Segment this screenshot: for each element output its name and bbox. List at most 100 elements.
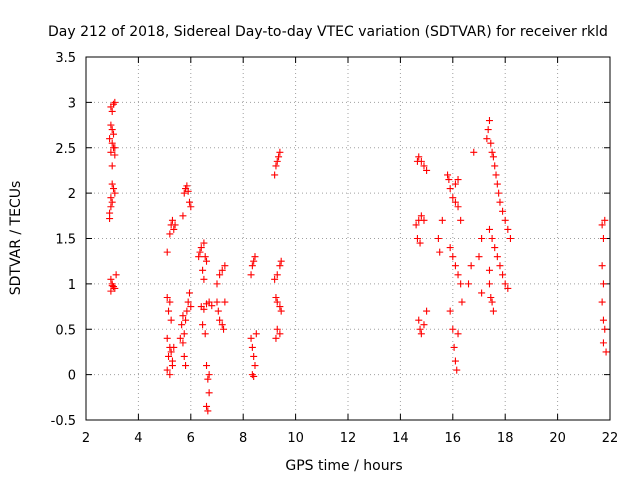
- data-point: [205, 298, 213, 306]
- data-point: [504, 284, 512, 292]
- data-point: [106, 215, 114, 223]
- data-point: [276, 330, 284, 338]
- data-point: [163, 334, 171, 342]
- data-point: [493, 253, 501, 261]
- data-point: [112, 271, 120, 279]
- data-point: [496, 262, 504, 270]
- data-point: [106, 135, 114, 143]
- data-point: [218, 266, 226, 274]
- data-point: [187, 203, 195, 211]
- data-point: [185, 289, 193, 297]
- y-tick-label: 2.5: [55, 142, 76, 157]
- data-point: [273, 298, 281, 306]
- data-point: [491, 244, 499, 252]
- data-point: [416, 325, 424, 333]
- data-point: [250, 352, 258, 360]
- data-point: [276, 148, 284, 156]
- data-point: [499, 271, 507, 279]
- data-point: [465, 280, 473, 288]
- data-point: [446, 185, 454, 193]
- data-point: [420, 321, 428, 329]
- data-point: [601, 325, 609, 333]
- data-point: [182, 362, 190, 370]
- data-point: [108, 126, 116, 134]
- y-tick-label: 1.5: [55, 233, 76, 248]
- data-point: [247, 334, 255, 342]
- data-point: [163, 293, 171, 301]
- data-point: [417, 330, 425, 338]
- data-point: [214, 307, 222, 315]
- data-point: [454, 203, 462, 211]
- plot-frame: [85, 56, 611, 421]
- data-point: [491, 162, 499, 170]
- data-point: [454, 271, 462, 279]
- data-point: [208, 302, 216, 310]
- y-tick-labels: -0.5 0 0.5 1 1.5 2 2.5 3 3.5: [51, 51, 76, 429]
- data-point: [108, 139, 116, 147]
- data-point: [601, 216, 609, 224]
- data-point: [203, 257, 211, 265]
- data-point: [602, 348, 610, 356]
- data-point: [420, 216, 428, 224]
- data-point: [484, 126, 492, 134]
- data-point: [488, 298, 496, 306]
- data-point: [489, 153, 497, 161]
- data-point: [276, 303, 284, 311]
- data-point: [415, 153, 423, 161]
- data-point: [108, 180, 116, 188]
- data-point: [185, 198, 193, 206]
- data-point: [213, 280, 221, 288]
- data-point: [248, 343, 256, 351]
- data-point: [423, 166, 431, 174]
- data-point: [449, 325, 457, 333]
- data-point: [467, 262, 475, 270]
- data-point: [446, 244, 454, 252]
- data-point: [165, 352, 173, 360]
- data-point: [454, 176, 462, 184]
- data-point: [451, 180, 459, 188]
- data-point: [110, 185, 118, 193]
- data-point: [216, 271, 224, 279]
- data-point: [275, 153, 283, 161]
- data-point: [501, 280, 509, 288]
- data-point: [176, 334, 184, 342]
- data-point: [180, 189, 188, 197]
- data-point: [199, 266, 207, 274]
- data-point: [216, 316, 224, 324]
- data-point: [485, 225, 493, 233]
- data-point: [273, 271, 281, 279]
- data-points: [106, 98, 610, 415]
- y-tick-label: 2: [68, 187, 76, 202]
- data-point: [454, 330, 462, 338]
- data-point: [449, 253, 457, 261]
- x-tick-label: 4: [134, 431, 142, 446]
- data-point: [598, 298, 606, 306]
- data-point: [436, 248, 444, 256]
- data-point: [485, 117, 493, 125]
- data-point: [450, 343, 458, 351]
- data-point: [183, 307, 191, 315]
- data-point: [171, 221, 179, 229]
- data-point: [204, 407, 212, 415]
- data-point: [187, 303, 195, 311]
- data-point: [170, 225, 178, 233]
- data-point: [179, 312, 187, 320]
- data-point: [110, 144, 118, 152]
- data-point: [478, 289, 486, 297]
- data-point: [111, 151, 119, 159]
- data-point: [444, 171, 452, 179]
- data-point: [412, 221, 420, 229]
- data-point: [108, 282, 116, 290]
- data-point: [599, 280, 607, 288]
- data-point: [451, 198, 459, 206]
- data-point: [273, 157, 281, 165]
- data-point: [205, 371, 213, 379]
- data-point: [434, 235, 442, 242]
- x-axis-label: GPS time / hours: [285, 458, 402, 474]
- data-point: [167, 316, 175, 324]
- data-point: [203, 402, 211, 410]
- data-point: [218, 321, 226, 329]
- y-tick-label: 3.5: [55, 51, 76, 66]
- data-point: [178, 321, 186, 329]
- data-point: [108, 162, 116, 170]
